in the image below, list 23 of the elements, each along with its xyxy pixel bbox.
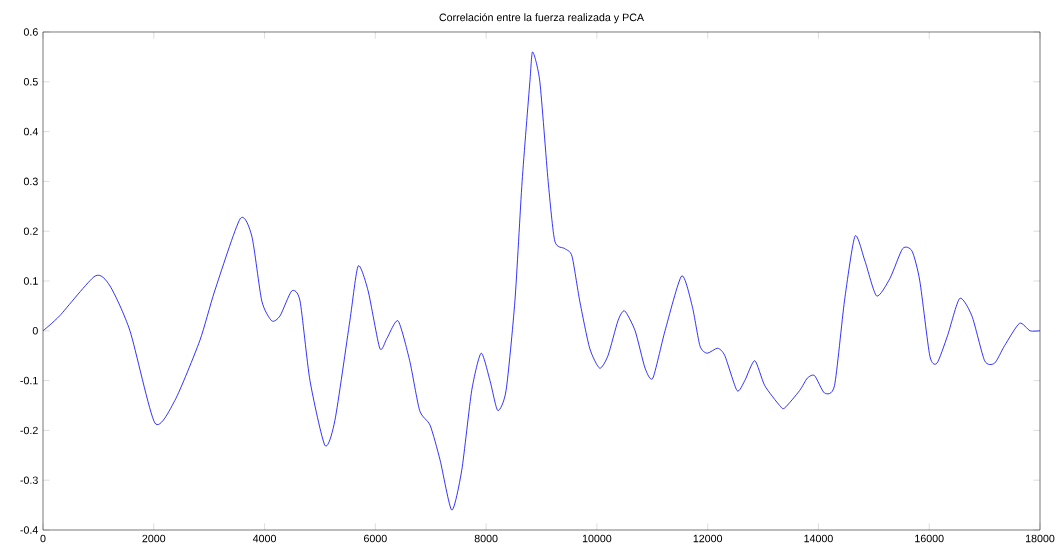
x-tick-label: 10000 <box>582 534 612 543</box>
y-tick-label: 0.2 <box>23 227 38 235</box>
y-tick-label: 0.4 <box>23 127 38 136</box>
y-tick-label: 0.3 <box>23 177 38 186</box>
y-tick-label: -0.2 <box>20 426 38 435</box>
x-tick-label: 18000 <box>1025 534 1055 543</box>
x-tick-label: 6000 <box>364 534 387 543</box>
x-tick-label: 14000 <box>804 534 833 543</box>
line-series <box>43 51 1040 511</box>
x-tick-label: 12000 <box>693 534 723 543</box>
y-tick-label: 0.1 <box>23 277 38 285</box>
x-tick-label: 8000 <box>474 534 498 543</box>
y-tick-label: 0.6 <box>23 28 38 36</box>
y-tick-label: 0.5 <box>23 78 38 86</box>
x-tick-label: 2000 <box>142 534 166 543</box>
y-tick-label: -0.4 <box>20 526 38 534</box>
y-tick-label: -0.3 <box>20 476 38 484</box>
y-tick-label: -0.1 <box>20 376 38 385</box>
x-tick-label: 4000 <box>252 534 277 543</box>
x-tick-label: 16000 <box>915 534 944 543</box>
chart-title: Correlación entre la fuerza realizada y PCA <box>439 13 644 24</box>
x-tick-label: 0 <box>40 534 46 543</box>
y-tick-label: 0 <box>32 327 38 335</box>
